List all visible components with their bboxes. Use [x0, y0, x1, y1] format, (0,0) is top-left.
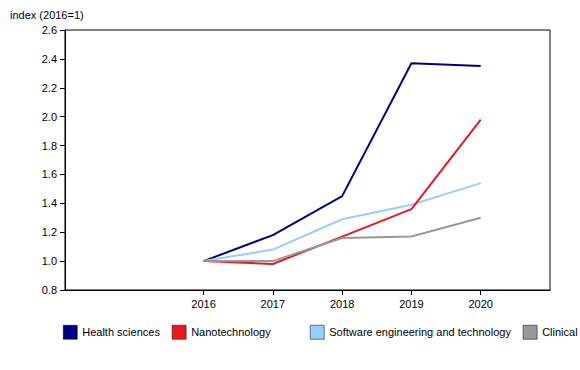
svg-text:2.0: 2.0 — [42, 111, 57, 123]
svg-text:Software engineering and techn: Software engineering and technology — [329, 326, 511, 338]
svg-text:2019: 2019 — [399, 298, 423, 310]
svg-text:2.2: 2.2 — [42, 82, 57, 94]
svg-text:1.4: 1.4 — [42, 197, 57, 209]
svg-text:1.6: 1.6 — [42, 168, 57, 180]
svg-text:2.6: 2.6 — [42, 24, 57, 36]
svg-text:2.4: 2.4 — [42, 53, 57, 65]
svg-text:1.0: 1.0 — [42, 255, 57, 267]
svg-text:Health sciences: Health sciences — [82, 326, 160, 338]
svg-text:2020: 2020 — [468, 298, 492, 310]
svg-text:2018: 2018 — [330, 298, 354, 310]
svg-text:2017: 2017 — [261, 298, 285, 310]
svg-text:2016: 2016 — [191, 298, 215, 310]
svg-text:1.2: 1.2 — [42, 226, 57, 238]
svg-text:index (2016=1): index (2016=1) — [10, 9, 84, 21]
svg-text:Clinical medicine: Clinical medicine — [542, 326, 580, 338]
svg-text:0.8: 0.8 — [42, 284, 57, 296]
svg-text:Nanotechnology: Nanotechnology — [191, 326, 271, 338]
svg-text:1.8: 1.8 — [42, 140, 57, 152]
